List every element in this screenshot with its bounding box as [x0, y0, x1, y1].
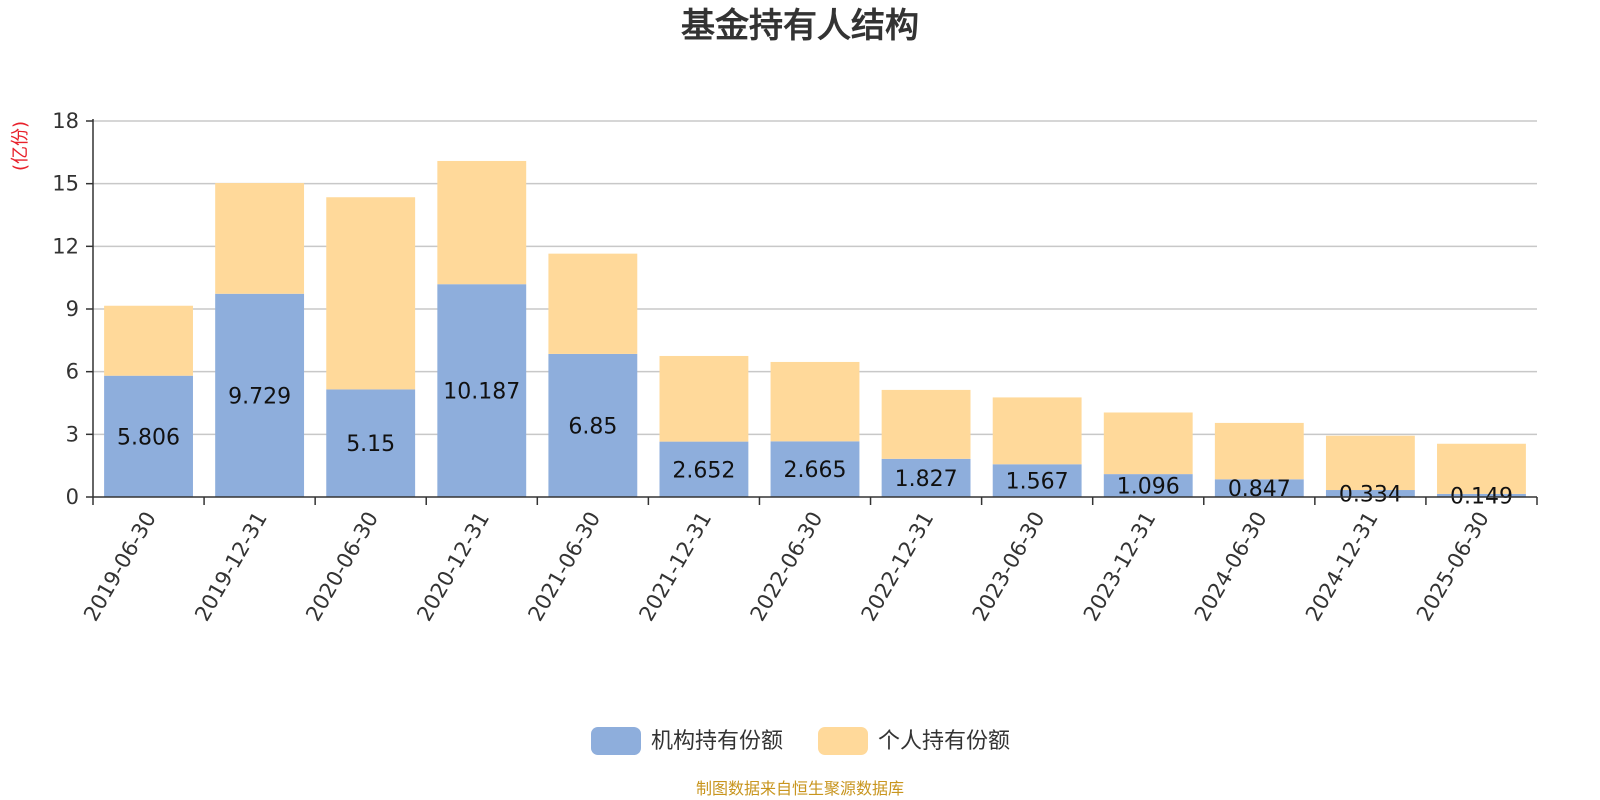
- bar-individual: [1214, 422, 1304, 480]
- bar-individual: [215, 183, 305, 294]
- x-tick-label: 2024-12-31: [1301, 508, 1383, 626]
- x-tick-label: 2021-06-30: [523, 508, 605, 626]
- y-tick-label: 9: [66, 297, 79, 321]
- legend-swatch: [591, 727, 641, 755]
- data-label: 5.15: [346, 432, 395, 457]
- data-label: 0.334: [1339, 483, 1402, 508]
- y-tick-label: 0: [66, 485, 79, 509]
- x-tick-label: 2022-06-30: [746, 508, 828, 626]
- bar-institutional: [881, 458, 971, 497]
- bar-institutional: [1103, 474, 1193, 497]
- bar-individual: [1325, 435, 1415, 491]
- x-tick-label: 2020-06-30: [301, 508, 383, 626]
- legend-item-institutional[interactable]: 机构持有份额: [591, 727, 783, 755]
- bar-institutional: [1214, 479, 1304, 497]
- data-label: 10.187: [443, 380, 520, 405]
- y-tick-label: 18: [52, 109, 79, 133]
- bar-institutional: [992, 464, 1082, 497]
- bar-individual: [659, 355, 749, 442]
- x-tick-label: 2019-06-30: [79, 508, 161, 626]
- bar-institutional: [326, 389, 416, 497]
- y-tick-label: 15: [52, 172, 79, 196]
- bar-individual: [104, 305, 193, 376]
- bar-institutional: [437, 284, 527, 497]
- legend-item-individual[interactable]: 个人持有份额: [818, 727, 1010, 755]
- legend-swatch: [818, 727, 868, 755]
- data-label: 5.806: [117, 425, 180, 450]
- data-label: 1.827: [895, 467, 958, 492]
- bar-institutional: [1325, 490, 1415, 497]
- bar-institutional: [548, 353, 638, 497]
- x-tick-label: 2023-12-31: [1079, 508, 1161, 626]
- x-tick-label: 2021-12-31: [634, 508, 716, 626]
- data-label: 6.85: [568, 414, 617, 439]
- x-tick-label: 2019-12-31: [190, 508, 272, 626]
- bar-individual: [1437, 443, 1526, 494]
- bar-individual: [992, 397, 1082, 465]
- bar-individual: [881, 389, 971, 459]
- bar-institutional: [215, 293, 305, 497]
- data-labels: 5.806 9.729 5.15 10.187 6.85 2.652 2.665 1.827 1…: [117, 380, 1513, 510]
- bar-individual: [770, 361, 860, 442]
- bar-institutional: [104, 375, 193, 497]
- chart-title: 基金持有人结构: [681, 6, 919, 46]
- bar-individual: [1103, 412, 1193, 475]
- bar-institutional: [1437, 493, 1526, 497]
- x-tick-label: 2025-06-30: [1412, 508, 1494, 626]
- data-label: 9.729: [228, 384, 291, 409]
- bar-individual: [326, 197, 416, 390]
- data-label: 0.847: [1228, 477, 1291, 502]
- source-note: 制图数据来自恒生聚源数据库: [696, 779, 904, 798]
- y-axis-unit: (亿份): [10, 121, 31, 171]
- legend-label: 个人持有份额: [878, 729, 1010, 754]
- x-tick-label: 2023-06-30: [968, 508, 1050, 626]
- data-label: 1.096: [1117, 475, 1180, 500]
- y-tick-label: 6: [66, 360, 79, 384]
- bar-institutional: [770, 441, 860, 497]
- legend-label: 机构持有份额: [651, 729, 783, 754]
- y-tick-label: 12: [52, 234, 79, 258]
- x-tick-label: 2024-06-30: [1190, 508, 1272, 626]
- data-label: 2.652: [672, 458, 735, 483]
- data-label: 2.665: [784, 458, 847, 483]
- bar-individual: [548, 253, 638, 354]
- y-tick-label: 3: [66, 422, 79, 446]
- bar-institutional: [659, 441, 749, 497]
- bars: [104, 160, 1526, 497]
- x-tick-label: 2020-12-31: [412, 508, 494, 626]
- x-tick-label: 2022-12-31: [857, 508, 939, 626]
- legend[interactable]: 机构持有份额 个人持有份额: [591, 727, 1010, 755]
- bar-individual: [437, 160, 527, 285]
- data-label: 1.567: [1006, 470, 1069, 495]
